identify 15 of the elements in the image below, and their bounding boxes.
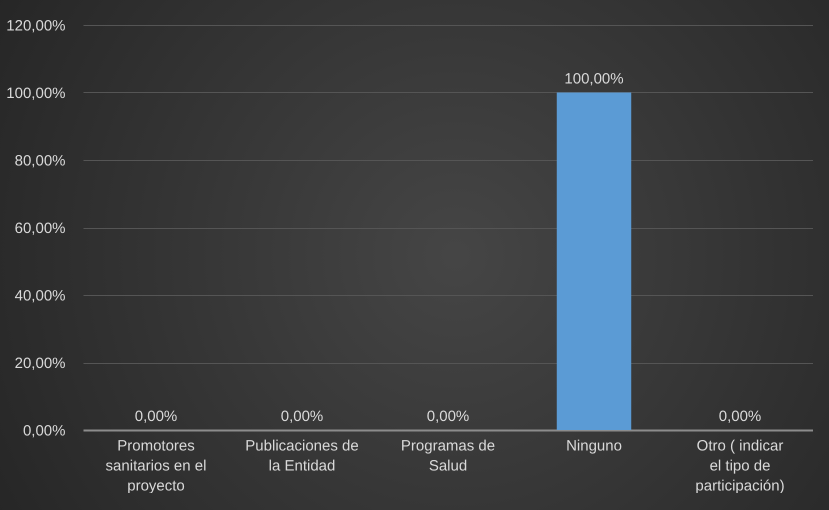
x-tick-label: Ninguno <box>566 438 622 454</box>
y-tick-label: 100,00% <box>6 85 66 102</box>
y-tick-label: 60,00% <box>14 220 66 237</box>
y-tick-label: 20,00% <box>14 355 66 372</box>
y-tick-label: 80,00% <box>14 152 66 170</box>
y-tick-label: 120,00% <box>6 18 66 34</box>
data-label: 0,00% <box>426 408 470 425</box>
x-tick-label: Programas de Salud <box>400 438 496 474</box>
y-tick-label: 0,00% <box>22 422 66 440</box>
data-label: 0,00% <box>280 408 324 425</box>
x-tick-label: Publicaciones de la Entidad <box>245 438 359 474</box>
data-label: 100,00% <box>564 70 624 88</box>
data-label: 0,00% <box>134 408 178 425</box>
y-tick-label: 40,00% <box>14 288 66 304</box>
data-label: 0,00% <box>718 408 762 425</box>
